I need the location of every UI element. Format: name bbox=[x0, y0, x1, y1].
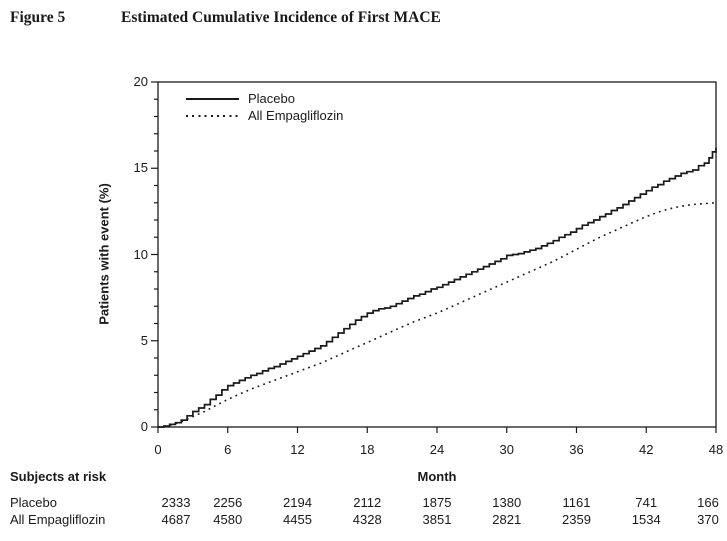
risk-value: 741 bbox=[635, 495, 658, 510]
x-tick-label: 12 bbox=[290, 442, 305, 457]
risk-row-label-placebo: Placebo bbox=[10, 495, 57, 510]
y-axis-title: Patients with event (%) bbox=[96, 183, 112, 325]
y-tick-label: 15 bbox=[133, 160, 148, 176]
x-axis-title: Month bbox=[417, 469, 457, 484]
risk-value: 3851 bbox=[422, 512, 452, 527]
risk-value: 2112 bbox=[353, 495, 382, 510]
risk-value: 370 bbox=[697, 512, 719, 527]
risk-value: 2194 bbox=[283, 495, 312, 510]
risk-value: 1875 bbox=[422, 495, 452, 510]
risk-value: 2359 bbox=[562, 512, 591, 527]
risk-value: 2821 bbox=[492, 512, 522, 527]
risk-value: 1380 bbox=[492, 495, 522, 510]
risk-value: 1161 bbox=[562, 495, 591, 510]
x-tick-label: 0 bbox=[154, 442, 162, 457]
x-tick-label: 30 bbox=[499, 442, 514, 457]
risk-value: 4455 bbox=[283, 512, 312, 527]
x-tick-label: 6 bbox=[224, 442, 232, 457]
x-tick-label: 48 bbox=[708, 442, 724, 457]
y-tick-label: 10 bbox=[133, 246, 148, 262]
y-tick-label: 5 bbox=[140, 332, 148, 348]
figure-title: Estimated Cumulative Incidence of First … bbox=[121, 9, 441, 26]
legend-label-placebo: Placebo bbox=[248, 91, 295, 106]
risk-value: 4328 bbox=[352, 512, 382, 527]
legend-item-placebo: Placebo bbox=[186, 90, 343, 107]
risk-value: 4580 bbox=[213, 512, 243, 527]
legend: Placebo All Empagliflozin bbox=[186, 90, 343, 124]
y-tick-label: 20 bbox=[133, 74, 148, 89]
risk-row-label-empagliflozin: All Empagliflozin bbox=[10, 512, 106, 527]
x-tick-label: 24 bbox=[429, 442, 445, 457]
risk-value: 166 bbox=[697, 495, 719, 510]
figure-number: Figure 5 bbox=[10, 9, 66, 26]
y-tick-label: 0 bbox=[140, 419, 148, 434]
dotted-line-sample-icon bbox=[186, 114, 239, 117]
risk-table-heading: Subjects at risk bbox=[10, 469, 107, 484]
risk-value: 2256 bbox=[213, 495, 243, 510]
risk-value: 1534 bbox=[631, 512, 661, 527]
legend-label-empagliflozin: All Empagliflozin bbox=[248, 108, 344, 123]
solid-line-sample-icon bbox=[186, 97, 239, 100]
x-tick-label: 36 bbox=[569, 442, 584, 457]
risk-value: 2333 bbox=[161, 495, 191, 510]
risk-value: 4687 bbox=[161, 512, 191, 527]
x-tick-label: 18 bbox=[360, 442, 375, 457]
x-tick-label: 42 bbox=[639, 442, 654, 457]
legend-item-empagliflozin: All Empagliflozin bbox=[186, 107, 343, 124]
